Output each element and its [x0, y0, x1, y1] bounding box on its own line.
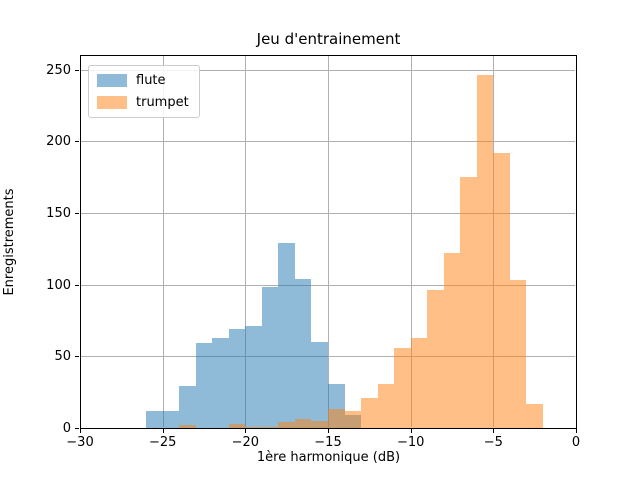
y-tick-mark [75, 213, 79, 214]
trumpet-bar [410, 337, 428, 428]
flute-bar [146, 410, 163, 428]
x-axis-label: 1ère harmonique (dB) [256, 450, 401, 465]
trumpet-bar [443, 253, 461, 428]
trumpet-bar [476, 75, 494, 428]
y-tick-mark [75, 356, 79, 357]
gridline-horizontal [81, 141, 575, 142]
trumpet-bar [328, 409, 345, 428]
x-tick-label: 0 [571, 435, 581, 450]
y-axis-label: Enregistrements [2, 188, 17, 296]
x-tick-label: −30 [66, 435, 94, 450]
x-tick-mark [493, 429, 494, 433]
legend-label-trumpet: trumpet [136, 95, 189, 110]
legend-item-flute: flute [97, 73, 189, 88]
trumpet-bar [509, 280, 527, 428]
x-tick-mark [411, 429, 412, 433]
y-tick-mark [75, 70, 79, 71]
gridline-horizontal [81, 213, 575, 214]
trumpet-bar [427, 290, 444, 428]
x-tick-label: −20 [231, 435, 260, 450]
gridline-vertical [163, 56, 164, 427]
trumpet-bar [228, 423, 246, 428]
x-tick-mark [328, 429, 329, 433]
trumpet-bar [493, 152, 510, 428]
flute-bar [212, 337, 229, 428]
y-tick-mark [75, 285, 79, 286]
gridline-horizontal [81, 356, 575, 357]
y-tick-label: 250 [46, 62, 71, 78]
flute-bar [278, 243, 295, 428]
legend: flute trumpet [88, 65, 200, 118]
y-tick-label: 100 [46, 277, 71, 293]
gridline-horizontal [81, 70, 575, 71]
gridline-vertical [411, 56, 412, 427]
x-tick-label: −5 [483, 435, 503, 450]
trumpet-bar [394, 347, 411, 428]
x-tick-mark [163, 429, 164, 433]
legend-item-trumpet: trumpet [97, 95, 189, 110]
legend-label-flute: flute [136, 73, 166, 88]
trumpet-bar [245, 426, 262, 428]
trumpet-bar [377, 383, 395, 428]
trumpet-bar [278, 422, 295, 428]
y-tick-label: 50 [54, 349, 71, 365]
trumpet-bar [460, 177, 477, 428]
flute-bar [228, 329, 246, 428]
x-tick-label: −10 [396, 435, 425, 450]
flute-bar [311, 341, 328, 428]
x-tick-mark [245, 429, 246, 433]
flute-bar [294, 278, 312, 428]
x-tick-mark [80, 429, 81, 433]
trumpet-bar [311, 420, 328, 428]
gridline-horizontal [81, 285, 575, 286]
flute-swatch [97, 74, 127, 87]
flute-bar [179, 386, 196, 428]
x-tick-label: −25 [148, 435, 177, 450]
chart-title: Jeu d'entrainement [256, 30, 401, 48]
y-tick-label: 150 [46, 205, 71, 221]
y-tick-mark [75, 428, 79, 429]
y-tick-mark [75, 141, 79, 142]
x-tick-label: −15 [314, 435, 342, 450]
trumpet-swatch [97, 96, 127, 109]
y-tick-label: 200 [46, 134, 71, 150]
trumpet-bar [344, 410, 362, 428]
gridline-vertical [328, 56, 329, 427]
trumpet-bar [361, 397, 378, 428]
gridline-vertical [245, 56, 246, 427]
flute-bar [261, 287, 279, 428]
trumpet-bar [179, 425, 196, 428]
flute-bar [245, 326, 262, 428]
x-tick-mark [576, 429, 577, 433]
trumpet-bar [526, 403, 543, 428]
trumpet-bar [261, 426, 279, 428]
flute-bar [195, 343, 213, 428]
flute-bar [162, 410, 180, 428]
trumpet-bar [294, 419, 312, 428]
y-tick-label: 0 [62, 421, 71, 436]
